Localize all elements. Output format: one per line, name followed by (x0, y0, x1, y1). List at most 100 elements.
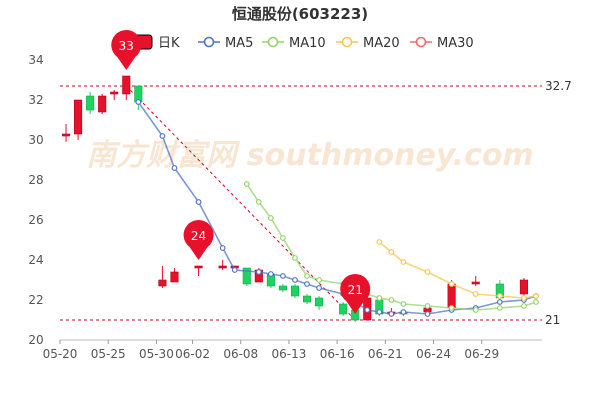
ma5-point (424, 311, 431, 317)
ma5-point (267, 271, 274, 277)
ma20-point (424, 269, 431, 275)
legend-dot-swatch (341, 36, 353, 48)
candle-up (519, 279, 528, 295)
price-marker-label: 33 (119, 39, 134, 53)
ma20-line (378, 241, 537, 299)
candle-down (315, 297, 324, 307)
candle-up (447, 283, 456, 309)
reference-line-label: 32.7 (545, 79, 572, 93)
x-tick-label: 06-13 (272, 347, 307, 361)
ma10-point (472, 307, 479, 313)
ma10-point (243, 181, 250, 187)
y-tick-label: 32 (28, 93, 43, 107)
candle-down (278, 285, 287, 291)
candle-up (194, 265, 203, 269)
ma10-point (388, 297, 395, 303)
y-tick-label: 22 (28, 293, 43, 307)
legend: 日K MA5 MA10 MA20 MA30 (127, 34, 474, 51)
ma5-point (231, 267, 238, 273)
ma20-point (388, 249, 395, 255)
legend-item-ma10: MA10 (262, 36, 326, 51)
legend-item-ma5: MA5 (198, 36, 253, 51)
ma20-point (496, 293, 503, 299)
x-tick-label: 05-30 (139, 347, 174, 361)
ma5-point (376, 309, 383, 315)
ma20-point (533, 293, 539, 299)
price-marker-label: 24 (191, 229, 206, 243)
candle-up (471, 281, 480, 285)
ma10-point (400, 301, 407, 307)
watermark: 南方财富网 southmoney.com (86, 138, 533, 173)
ma5-line (137, 101, 537, 315)
ma10-point (521, 303, 527, 309)
ma5-point (388, 311, 395, 317)
y-tick-label: 20 (28, 333, 43, 347)
ma5-point (304, 281, 310, 287)
legend-label: 日K (158, 36, 180, 51)
ma20-point (376, 239, 383, 245)
ma20-point (400, 259, 407, 265)
ma10-point (267, 215, 274, 221)
ma10-point (448, 305, 455, 311)
ma10-point (255, 199, 262, 205)
candle-up (158, 279, 167, 287)
candle-up (110, 91, 119, 95)
candle-up (170, 271, 179, 283)
reference-lines: 32.7 21 (60, 79, 572, 327)
legend-item-ma30: MA30 (410, 36, 474, 51)
ma20-point (472, 291, 479, 297)
candle-up (218, 265, 227, 269)
x-tick-label: 06-16 (320, 347, 355, 361)
ma5-point (496, 299, 503, 305)
candle-down (302, 295, 312, 303)
ma10-point (280, 235, 286, 241)
ma5-point (171, 165, 178, 171)
watermark-text: 南方财富网 southmoney.com (86, 138, 533, 173)
ma5-point (292, 277, 298, 283)
y-tick-label: 34 (28, 53, 43, 67)
x-tick-label: 06-29 (464, 347, 499, 361)
x-tick-label: 06-08 (223, 347, 258, 361)
x-tick-label: 05-20 (43, 347, 78, 361)
ma20-point (521, 295, 527, 301)
ma10-line (246, 183, 537, 311)
ma10-point (496, 305, 503, 311)
legend-label: MA5 (225, 36, 253, 51)
price-marker-pin (340, 274, 371, 314)
ma5-point (364, 307, 371, 313)
candle-up (61, 133, 71, 137)
legend-label: MA20 (363, 36, 400, 51)
x-tick-label: 05-25 (91, 347, 126, 361)
x-tick-label: 06-02 (175, 347, 210, 361)
x-tick-label: 06-24 (416, 347, 451, 361)
candle-down (290, 285, 300, 297)
ma10-point (424, 303, 431, 309)
ma10-point (316, 277, 322, 283)
ma20-point (448, 281, 455, 287)
candle-up (122, 75, 131, 95)
price-marker-pin (111, 30, 142, 70)
reference-line-label: 21 (545, 313, 560, 327)
ma5-point (280, 273, 286, 279)
legend-dot-swatch (415, 36, 427, 48)
candles (61, 75, 528, 322)
axes: 20 22 24 26 28 30 32 34 05-20 05-25 05-30 06-02 06-0… (28, 53, 542, 361)
ma10-point (292, 255, 298, 261)
candle-down (242, 267, 251, 285)
legend-dot-swatch (267, 36, 279, 48)
price-marker-label: 21 (348, 283, 363, 297)
ma5-point (400, 309, 407, 315)
ma5-point (316, 285, 322, 291)
y-tick-label: 30 (28, 133, 43, 147)
candle-up (74, 99, 83, 135)
ma5-point (135, 99, 142, 105)
ma10-point (304, 273, 310, 279)
legend-label: MA10 (289, 36, 326, 51)
ma10-point (376, 295, 383, 301)
ma5-point (219, 245, 226, 251)
price-markers: 33 24 21 (111, 30, 371, 314)
y-tick-label: 24 (28, 253, 43, 267)
legend-dot-swatch (203, 36, 215, 48)
chart-title: 恒通股份(603223) (232, 5, 368, 23)
